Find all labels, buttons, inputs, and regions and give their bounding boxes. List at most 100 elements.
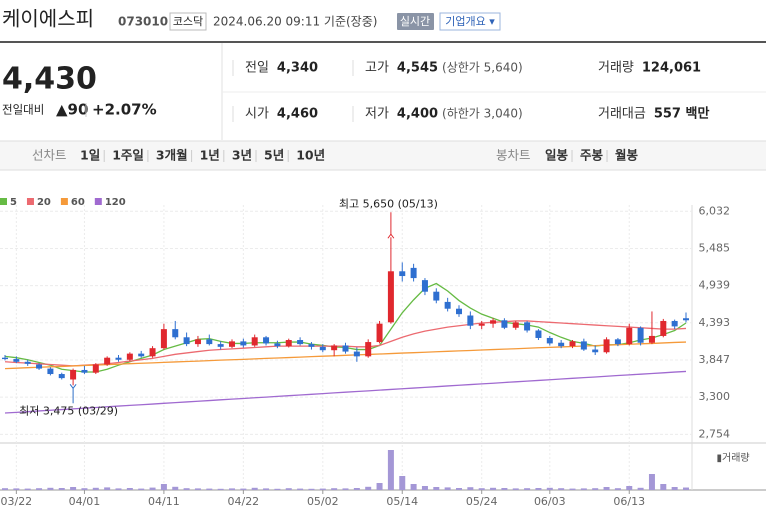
legend-label: 20 bbox=[37, 197, 51, 208]
field-note: (상한가 5,640) bbox=[442, 61, 523, 75]
candle-body bbox=[501, 320, 508, 328]
candle-body bbox=[399, 271, 406, 277]
candle-body bbox=[558, 342, 565, 347]
volume-bar bbox=[558, 488, 565, 490]
candle-body bbox=[535, 330, 542, 338]
candle-body bbox=[149, 348, 156, 357]
legend-label: 5 bbox=[10, 197, 17, 208]
candle-tab[interactable]: 주봉 bbox=[580, 148, 604, 163]
annotation: 최저 3,475 (03/29) bbox=[19, 404, 118, 417]
x-tick-label: 04/11 bbox=[148, 495, 180, 508]
candle-body bbox=[115, 357, 122, 360]
volume-bar bbox=[501, 488, 508, 490]
candle-body bbox=[274, 343, 281, 347]
candle-body bbox=[206, 339, 213, 345]
candle-body bbox=[319, 346, 326, 351]
volume-bar bbox=[387, 450, 394, 490]
candle-body bbox=[263, 337, 270, 344]
field-label: 거래량 bbox=[598, 61, 634, 76]
x-tick-label: 05/14 bbox=[386, 495, 418, 508]
company-menu-box[interactable] bbox=[439, 12, 501, 31]
candle-body bbox=[490, 320, 497, 324]
field-note: (하한가 3,040) bbox=[442, 107, 523, 121]
company-menu[interactable]: 기업개요 ▾ bbox=[445, 15, 495, 28]
realtime[interactable]: 실시간 bbox=[400, 15, 430, 28]
volume-bar bbox=[263, 488, 270, 490]
candle-body bbox=[456, 308, 462, 315]
candle-body bbox=[58, 374, 65, 379]
x-tick-label: 03/22 bbox=[0, 495, 32, 508]
volume-bar bbox=[138, 488, 145, 490]
x-tick-label: 04/01 bbox=[69, 495, 101, 508]
candle-body bbox=[444, 301, 451, 309]
x-tick-label: 06/13 bbox=[613, 495, 645, 508]
volume-bar bbox=[546, 487, 553, 490]
y-tick-label: 2,754 bbox=[699, 427, 731, 440]
field-value: 4,400 bbox=[397, 107, 438, 122]
candle-body bbox=[229, 341, 235, 347]
volume-bar bbox=[70, 487, 77, 490]
candle-body bbox=[2, 357, 8, 360]
field-label: 전일 bbox=[245, 61, 269, 76]
volume-bar bbox=[297, 488, 304, 490]
field-label: 저가 bbox=[365, 107, 389, 122]
candle-tab[interactable]: 일봉 bbox=[545, 148, 569, 163]
volume-bar bbox=[637, 487, 644, 490]
line-chart-label: 선차트 bbox=[32, 148, 67, 163]
volume-bar bbox=[47, 487, 54, 490]
period-tab[interactable]: 5년 bbox=[264, 148, 284, 163]
candle-body bbox=[365, 342, 372, 357]
volume-bar bbox=[648, 474, 655, 490]
period-tab[interactable]: 3개월 bbox=[156, 148, 188, 163]
y-tick-label: 4,939 bbox=[699, 279, 731, 292]
candle-tab[interactable]: 월봉 bbox=[615, 148, 639, 163]
period-tab[interactable]: 10년 bbox=[296, 148, 325, 163]
stock-code: 073010 bbox=[118, 15, 168, 29]
volume-bar bbox=[240, 488, 247, 490]
y-tick-label: 3,847 bbox=[699, 353, 731, 366]
volume-bar bbox=[2, 488, 8, 490]
volume-bar bbox=[683, 487, 689, 490]
volume-bar bbox=[456, 488, 462, 490]
volume-bar bbox=[603, 487, 610, 490]
volume-bar bbox=[160, 484, 167, 490]
candle-body bbox=[331, 345, 338, 351]
candle-body bbox=[683, 318, 689, 321]
volume-bar bbox=[535, 488, 542, 490]
candle-body bbox=[36, 364, 43, 369]
volume-bar bbox=[626, 486, 633, 490]
volume-bar bbox=[592, 488, 599, 490]
volume-bar bbox=[319, 488, 326, 490]
volume-bar bbox=[365, 486, 372, 490]
candle-body bbox=[421, 280, 428, 292]
period-tab[interactable]: 1년 bbox=[200, 148, 220, 163]
change-rate: +2.07% bbox=[92, 101, 157, 119]
period-tab[interactable]: 1주일 bbox=[112, 148, 144, 163]
candle-body bbox=[524, 322, 531, 331]
volume-bar bbox=[58, 488, 65, 490]
ma-line bbox=[4, 370, 687, 414]
volume-bar bbox=[490, 487, 497, 490]
annotation-arrowhead bbox=[69, 383, 77, 390]
realtime-badge[interactable] bbox=[397, 13, 434, 30]
period-tab[interactable]: 1일 bbox=[80, 148, 100, 163]
y-tick-label: 5,485 bbox=[699, 241, 731, 254]
candle-body bbox=[376, 323, 383, 343]
volume-bar bbox=[580, 488, 587, 490]
volume-bar bbox=[353, 488, 360, 490]
period-tab[interactable]: 3년 bbox=[232, 148, 252, 163]
candle-body bbox=[433, 291, 440, 301]
candle-body bbox=[626, 327, 633, 345]
field-value: 557 백만 bbox=[654, 106, 710, 122]
volume-bar bbox=[285, 488, 292, 490]
volume-bar bbox=[467, 487, 474, 490]
candle-body bbox=[70, 369, 77, 380]
y-tick-label: 3,300 bbox=[699, 390, 731, 403]
price: 4,430 bbox=[2, 62, 97, 97]
candle-body bbox=[512, 322, 519, 328]
header-rule bbox=[0, 41, 766, 43]
candle-body bbox=[285, 340, 292, 347]
volume-bar bbox=[342, 488, 349, 490]
candle-body bbox=[126, 353, 133, 360]
candle-body bbox=[342, 345, 349, 352]
